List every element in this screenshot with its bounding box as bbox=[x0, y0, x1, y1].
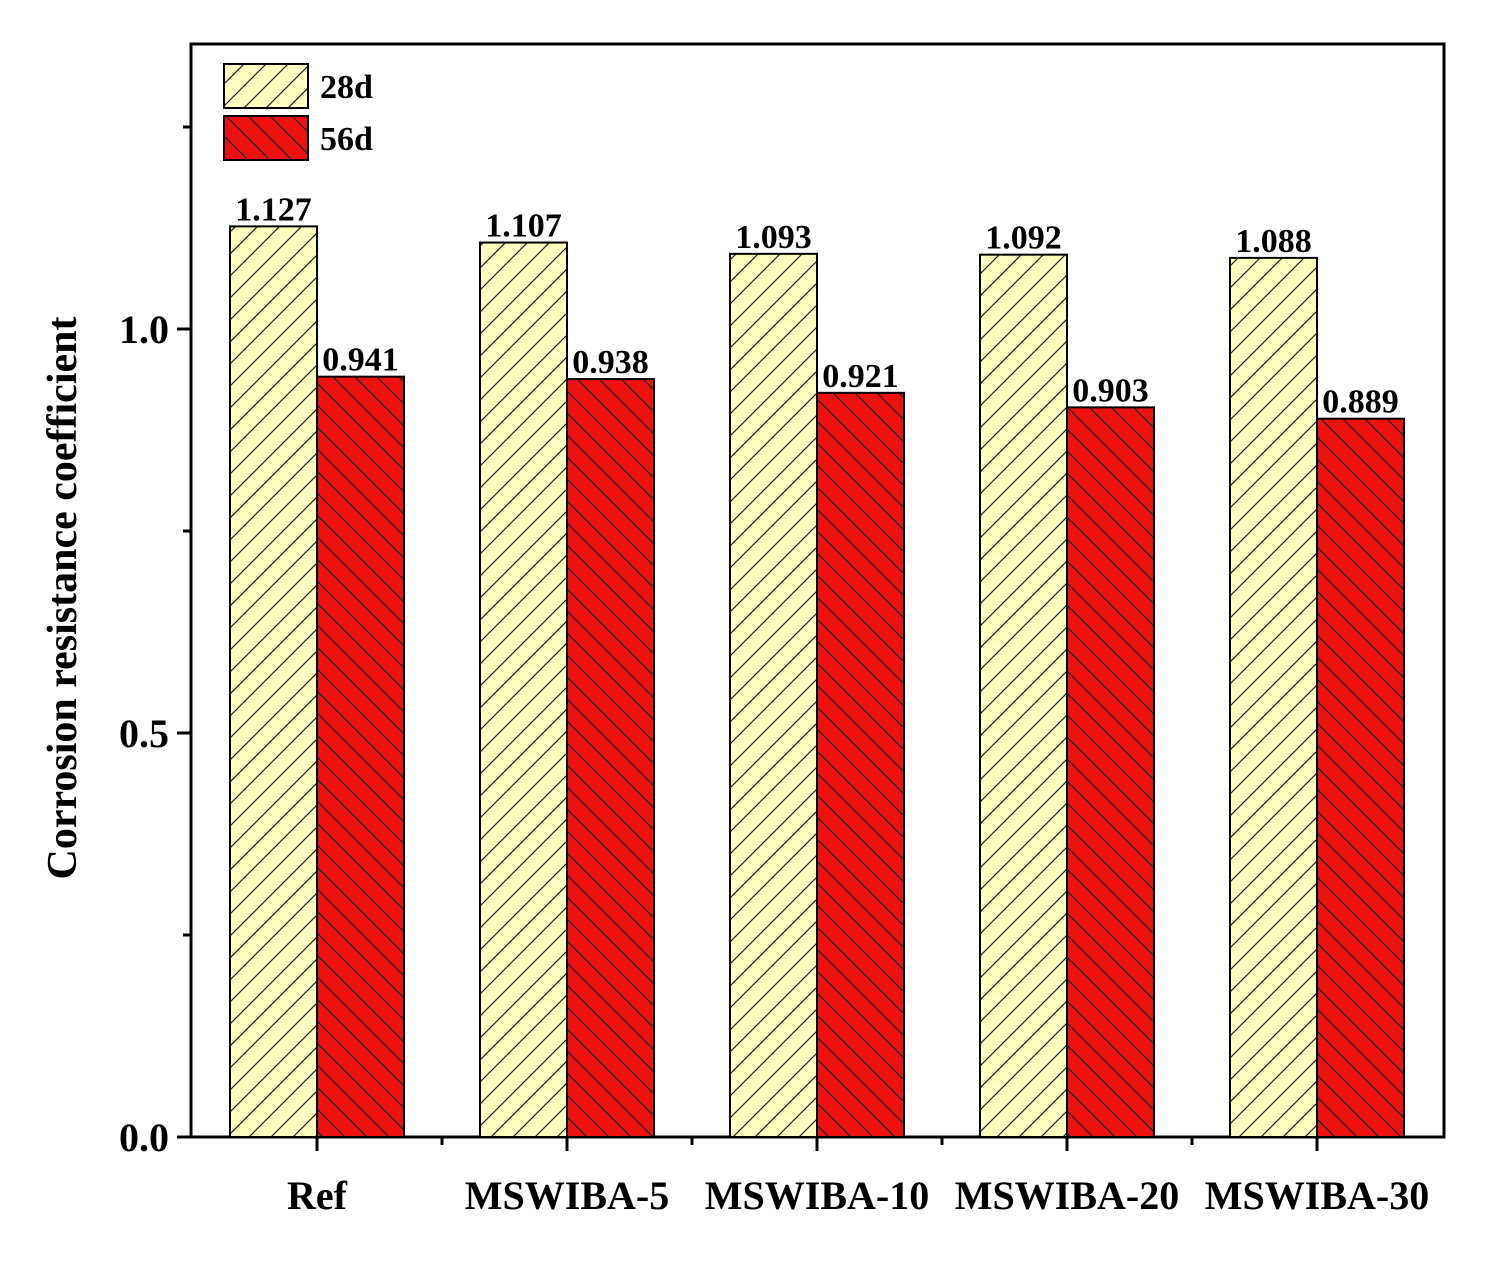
legend-swatch-28d bbox=[223, 63, 309, 109]
bar-28d-mswiba-10 bbox=[729, 252, 818, 1138]
value-label-28d-mswiba-5: 1.107 bbox=[485, 208, 562, 245]
value-label-56d-mswiba-20: 0.903 bbox=[1072, 372, 1149, 409]
value-label-56d-mswiba-10: 0.921 bbox=[822, 358, 899, 395]
x-tick-label-mswiba-20: MSWIBA-20 bbox=[955, 1173, 1179, 1218]
labels-layer: 1.127 1.107 1.093 1.092 1.088 0.941 0.938 0.921… bbox=[119, 191, 1429, 1218]
bar-56d-mswiba-30 bbox=[1316, 417, 1405, 1138]
axes-layer bbox=[177, 125, 1319, 1151]
x-tick-label-ref: Ref bbox=[287, 1173, 348, 1218]
bar-56d-ref bbox=[316, 375, 405, 1138]
x-tick-label-mswiba-10: MSWIBA-10 bbox=[705, 1173, 929, 1218]
value-label-28d-mswiba-30: 1.088 bbox=[1235, 223, 1312, 260]
legend-label-56d: 56d bbox=[320, 121, 373, 158]
y-tick-label: 0.0 bbox=[119, 1115, 169, 1160]
bar-28d-mswiba-20 bbox=[979, 253, 1068, 1138]
y-axis-title: Corrosion resistance coefficient bbox=[40, 317, 86, 880]
value-label-28d-mswiba-20: 1.092 bbox=[985, 220, 1062, 257]
legend: 28d 56d bbox=[223, 63, 373, 161]
bar-56d-mswiba-20 bbox=[1066, 406, 1155, 1139]
value-label-28d-mswiba-10: 1.093 bbox=[735, 219, 812, 256]
bar-28d-ref bbox=[229, 225, 318, 1139]
bar-28d-mswiba-30 bbox=[1229, 256, 1318, 1138]
y-tick-label: 0.5 bbox=[119, 711, 169, 756]
x-tick-label-mswiba-5: MSWIBA-5 bbox=[465, 1173, 669, 1218]
bar-56d-mswiba-10 bbox=[816, 391, 905, 1139]
value-label-28d-ref: 1.127 bbox=[235, 191, 312, 228]
value-label-56d-ref: 0.941 bbox=[322, 342, 399, 379]
bar-28d-mswiba-5 bbox=[479, 241, 568, 1138]
y-tick-label: 1.0 bbox=[119, 307, 169, 352]
value-label-56d-mswiba-5: 0.938 bbox=[572, 344, 649, 381]
legend-label-28d: 28d bbox=[320, 69, 373, 106]
x-tick-label-mswiba-30: MSWIBA-30 bbox=[1205, 1173, 1429, 1218]
bars-layer bbox=[229, 225, 1405, 1139]
legend-swatch-56d bbox=[223, 115, 309, 161]
bar-56d-mswiba-5 bbox=[566, 378, 655, 1138]
value-label-56d-mswiba-30: 0.889 bbox=[1322, 384, 1399, 421]
